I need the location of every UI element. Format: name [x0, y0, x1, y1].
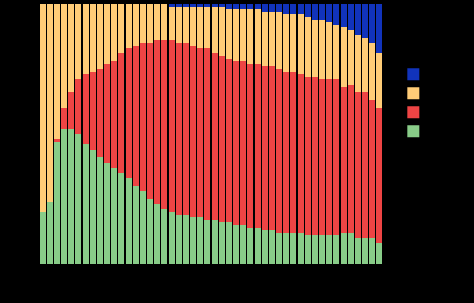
svg-text:​: ​: [433, 69, 434, 80]
svg-text:​: ​: [433, 88, 434, 99]
svg-text:​: ​: [433, 107, 434, 118]
svg-text:​: ​: [433, 126, 434, 137]
